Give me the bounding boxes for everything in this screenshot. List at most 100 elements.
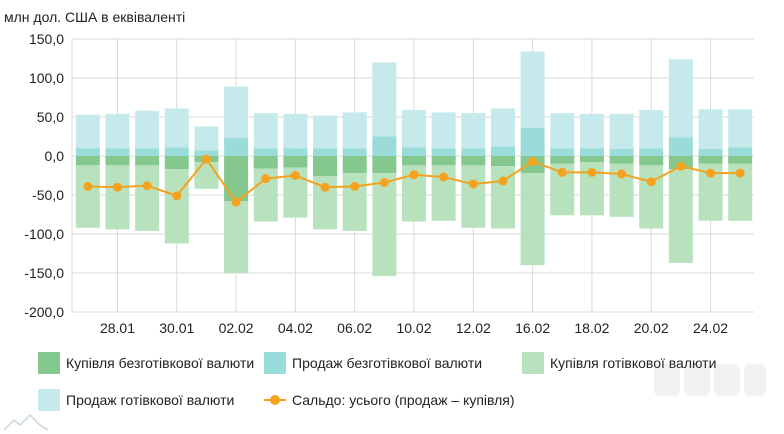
balance-point <box>231 197 241 207</box>
balance-point <box>112 182 122 192</box>
bar-cash-sale <box>668 59 693 138</box>
bar-cash-sale <box>253 113 278 149</box>
legend-label-cash-sale: Продаж готівкової валюти <box>66 392 235 408</box>
bar-cash-sale <box>520 51 545 128</box>
bar-cash-sale <box>283 113 308 149</box>
y-tick-label: -200,0 <box>24 304 64 320</box>
legend-item-cashless-sale: Продаж безготівкової валюти <box>264 352 482 374</box>
balance-point <box>706 168 716 178</box>
bar-cashless-sale <box>728 147 753 156</box>
bar-cash-sale <box>105 113 130 149</box>
bar-cashless-purchase <box>105 156 130 166</box>
bar-cashless-sale <box>75 148 100 156</box>
bar-cashless-sale <box>135 148 160 156</box>
legend-item-balance: Сальдо: усього (продаж – купівля) <box>264 389 515 411</box>
bar-cashless-sale <box>402 147 426 156</box>
bar-cashless-purchase <box>579 156 604 163</box>
y-tick-labels: 150,0 100,0 50,0 0,0 -50,0 -100,0 -150,0 -200,0 <box>24 31 64 320</box>
y-tick-label: 100,0 <box>29 70 64 86</box>
bar-cashless-sale <box>639 148 664 156</box>
bar-cash-purchase <box>372 173 397 277</box>
bar-cash-sale <box>490 108 515 147</box>
balance-line-layer <box>83 154 745 207</box>
bar-cash-sale <box>431 112 456 149</box>
balance-point <box>261 174 271 184</box>
bar-cash-purchase <box>224 201 249 273</box>
bar-cashless-purchase <box>402 156 426 166</box>
bar-cash-purchase <box>164 169 189 244</box>
balance-point <box>498 176 508 186</box>
bar-cash-sale <box>461 113 486 149</box>
balance-point <box>646 177 656 187</box>
legend-label-cash-purchase: Купівля готівкової валюти <box>550 355 717 371</box>
legend: Купівля безготівкової валюти Продаж безг… <box>0 344 784 424</box>
bar-cash-purchase <box>342 173 367 231</box>
y-tick-label: 0,0 <box>45 148 65 164</box>
bar-cashless-sale <box>668 137 693 156</box>
legend-label-balance: Сальдо: усього (продаж – купівля) <box>292 392 515 408</box>
y-tick-label: -150,0 <box>24 265 64 281</box>
x-tick-label: 06.02 <box>337 320 372 336</box>
bar-cashless-purchase <box>283 156 308 168</box>
bar-cashless-purchase <box>461 156 486 166</box>
balance-point <box>290 171 300 180</box>
bar-cashless-purchase <box>639 156 664 166</box>
legend-swatch-cash-purchase <box>522 352 544 374</box>
bar-cash-purchase <box>668 169 693 263</box>
bar-cashless-purchase <box>550 156 575 164</box>
x-tick-label: 04.02 <box>278 320 313 336</box>
bar-cashless-sale <box>461 148 486 156</box>
bar-cashless-purchase <box>135 156 160 166</box>
bar-cash-purchase <box>639 165 664 229</box>
bar-cash-sale <box>75 114 100 149</box>
bar-cash-sale <box>550 113 575 149</box>
x-tick-label: 18.02 <box>574 320 609 336</box>
balance-point <box>201 154 211 164</box>
y-tick-label: -100,0 <box>24 226 64 242</box>
bar-cashless-sale <box>253 148 278 156</box>
x-tick-label: 12.02 <box>456 320 491 336</box>
bar-cashless-purchase <box>342 156 367 174</box>
bar-cashless-purchase <box>224 156 249 202</box>
balance-point <box>379 178 389 188</box>
balance-point <box>439 172 449 182</box>
bar-cash-purchase <box>135 165 160 231</box>
legend-item-cash-sale: Продаж готівкової валюти <box>38 389 234 411</box>
bar-cash-purchase <box>520 173 545 266</box>
x-tick-label: 24.02 <box>693 320 728 336</box>
legend-swatch-balance <box>264 389 286 411</box>
bar-cashless-sale <box>579 148 604 156</box>
bar-cash-sale <box>342 112 367 149</box>
bar-cash-sale <box>402 109 426 148</box>
bar-cashless-sale <box>164 147 189 156</box>
x-tick-label: 16.02 <box>515 320 550 336</box>
balance-point <box>528 156 538 166</box>
bar-cash-sale <box>313 115 338 149</box>
bar-cash-purchase <box>75 165 100 228</box>
bar-cashless-sale <box>520 127 545 156</box>
bar-cashless-sale <box>550 148 575 156</box>
bar-cash-sale <box>135 110 160 149</box>
bar-cashless-purchase <box>164 156 189 170</box>
x-tick-labels: 28.01 30.01 02.02 04.02 06.02 10.02 12.02 16.02… <box>100 320 728 336</box>
x-tick-label: 02.02 <box>219 320 254 336</box>
bar-cash-purchase <box>461 165 486 228</box>
balance-point <box>409 170 419 180</box>
bar-cashless-sale <box>194 150 219 156</box>
y-unit-label: млн дол. США в еквіваленті <box>4 9 185 25</box>
bar-cashless-sale <box>313 148 338 156</box>
bar-cashless-sale <box>105 148 130 156</box>
watermark-logo <box>654 364 766 396</box>
balance-point <box>735 168 745 178</box>
bar-cashless-sale <box>372 136 397 156</box>
bar-cashless-sale <box>431 148 456 156</box>
bar-cash-sale <box>698 109 723 149</box>
bar-cash-sale <box>224 86 249 139</box>
balance-point <box>587 167 597 177</box>
balance-point <box>83 181 93 191</box>
legend-label-cashless-sale: Продаж безготівкової валюти <box>292 355 483 371</box>
y-tick-label: -50,0 <box>32 187 64 203</box>
corner-mountain-icon <box>3 413 49 431</box>
x-tick-label: 30.01 <box>159 320 194 336</box>
bar-cashless-purchase <box>253 156 278 169</box>
